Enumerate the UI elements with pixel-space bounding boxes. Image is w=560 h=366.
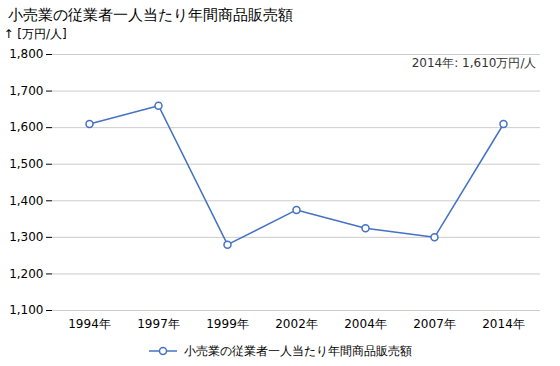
svg-text:1,400: 1,400	[9, 194, 43, 208]
html-text:小売業の従業者一人当たり年間商品販売額: 小売業の従業者一人当たり年間商品販売額	[184, 343, 412, 358]
svg-text:2014年: 1,610万円/人: 2014年: 1,610万円/人	[412, 56, 537, 70]
svg-text:↑ [万円/人]: ↑ [万円/人]	[4, 27, 67, 41]
svg-text:2014年: 2014年	[482, 317, 525, 331]
html-text:小売業の従業者一人当たり年間商品販売額: 小売業の従業者一人当たり年間商品販売額	[8, 6, 293, 24]
svg-text:1999年: 1999年	[206, 317, 249, 331]
svg-text:2004年: 2004年	[344, 317, 387, 331]
svg-text:1,100: 1,100	[9, 303, 43, 317]
svg-text:1,800: 1,800	[9, 47, 43, 61]
svg-text:1997年: 1997年	[137, 317, 180, 331]
svg-text:2002年: 2002年	[275, 317, 318, 331]
svg-text:1,700: 1,700	[9, 84, 43, 98]
svg-text:1,200: 1,200	[9, 267, 43, 281]
svg-text:1,600: 1,600	[9, 120, 43, 134]
svg-text:2007年: 2007年	[413, 317, 456, 331]
svg-text:1994年: 1994年	[68, 317, 111, 331]
svg-text:1,500: 1,500	[9, 157, 43, 171]
svg-text:1,300: 1,300	[9, 230, 43, 244]
